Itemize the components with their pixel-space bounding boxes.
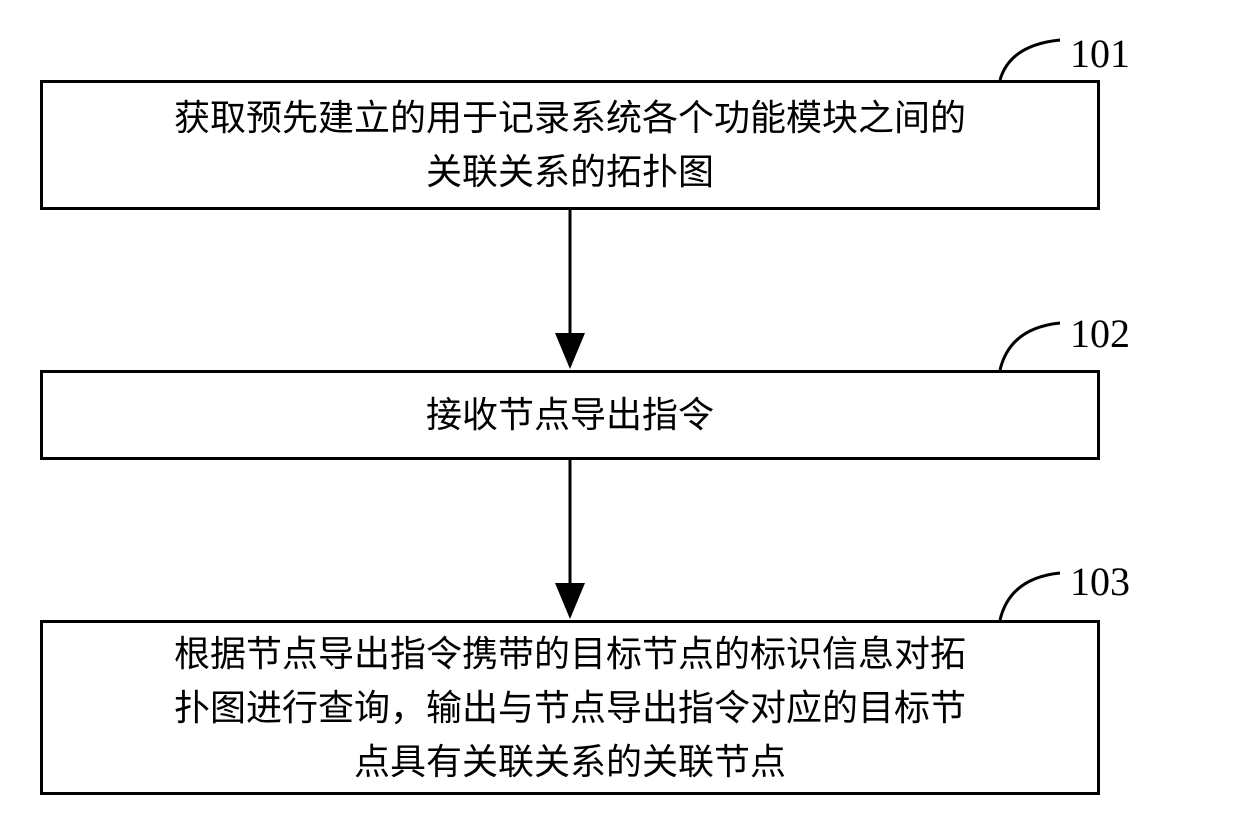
flow-node-3-text: 根据节点导出指令携带的目标节点的标识信息对拓扑图进行查询，输出与节点导出指令对应… <box>174 627 966 789</box>
flow-node-2: 接收节点导出指令 <box>40 370 1100 460</box>
flow-node-3: 根据节点导出指令携带的目标节点的标识信息对拓扑图进行查询，输出与节点导出指令对应… <box>40 620 1100 795</box>
callout-102 <box>1000 323 1060 370</box>
flow-node-1-label: 101 <box>1070 30 1130 77</box>
flow-node-2-label: 102 <box>1070 310 1130 357</box>
callout-101 <box>1000 40 1060 80</box>
flow-node-1-text: 获取预先建立的用于记录系统各个功能模块之间的关联关系的拓扑图 <box>174 91 966 199</box>
flow-node-2-text: 接收节点导出指令 <box>426 388 714 442</box>
flow-node-3-label: 103 <box>1070 558 1130 605</box>
flow-node-1: 获取预先建立的用于记录系统各个功能模块之间的关联关系的拓扑图 <box>40 80 1100 210</box>
flowchart-canvas: 获取预先建立的用于记录系统各个功能模块之间的关联关系的拓扑图 101 接收节点导… <box>0 0 1240 834</box>
callout-103 <box>1000 573 1060 620</box>
